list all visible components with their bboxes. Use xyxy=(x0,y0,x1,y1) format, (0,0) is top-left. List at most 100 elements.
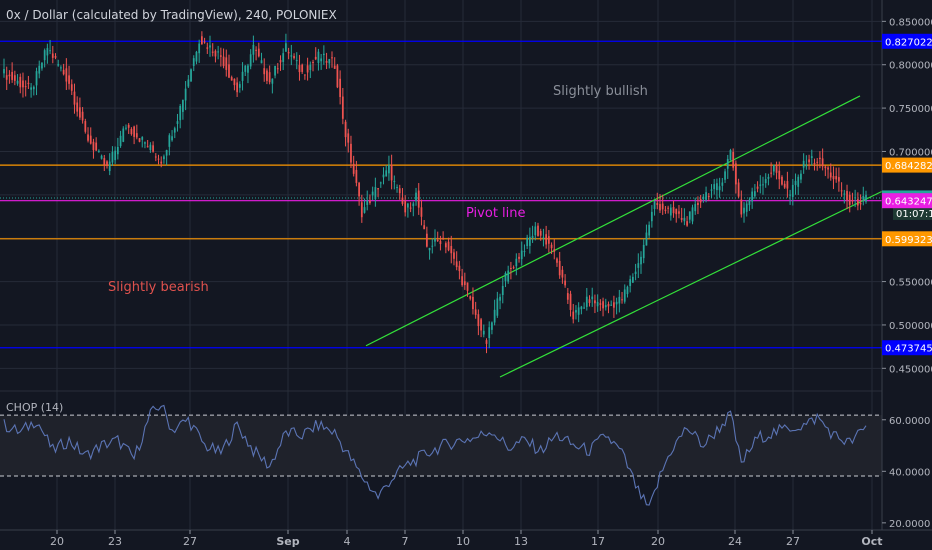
candle-body xyxy=(683,217,686,222)
y-tick-label: 0.45000000 xyxy=(889,364,932,375)
candle-body xyxy=(843,193,846,195)
candle-body xyxy=(257,48,260,57)
candle-body xyxy=(566,293,569,300)
candle-body xyxy=(650,211,653,222)
candle-body xyxy=(73,91,76,105)
candle-body xyxy=(423,225,426,230)
candle-body xyxy=(95,142,98,151)
candle-body xyxy=(173,128,176,133)
candle-body xyxy=(648,224,651,236)
candle-body xyxy=(594,300,596,304)
candle-body xyxy=(222,56,225,67)
x-tick-label: Oct xyxy=(861,535,882,548)
candle-body xyxy=(539,230,542,236)
candle-body xyxy=(54,56,57,58)
price-axis[interactable]: 0.85000000 0.80000000 0.75000000 0.70000000… xyxy=(882,17,932,375)
level-label: 0.64324742 xyxy=(885,197,932,208)
level-label: 0.59932369 xyxy=(885,235,932,246)
chop-axis[interactable]: 60.0000 40.0000 20.0000 xyxy=(882,416,930,530)
candle-body xyxy=(371,191,374,196)
candle-body xyxy=(436,239,439,241)
candle-body xyxy=(331,57,333,59)
candle-body xyxy=(450,246,453,254)
candle-body xyxy=(697,202,699,206)
x-tick-label: 20 xyxy=(651,535,665,548)
candle-body xyxy=(607,303,610,307)
candle-body xyxy=(482,330,485,335)
candle-body xyxy=(707,195,710,197)
candle-body xyxy=(745,203,748,212)
candle-body xyxy=(276,68,279,70)
candle-body xyxy=(309,64,312,71)
x-tick-label: 24 xyxy=(728,535,742,548)
candle-body xyxy=(829,172,832,178)
candle-body xyxy=(76,102,79,112)
candle-body xyxy=(542,237,545,239)
candle-body xyxy=(247,65,249,73)
candle-body xyxy=(97,150,100,152)
candle-body xyxy=(51,53,54,58)
y-tick-label: 0.80000000 xyxy=(889,61,932,72)
candle-body xyxy=(84,121,87,132)
candle-body xyxy=(659,204,661,211)
candle-body xyxy=(840,190,843,192)
candle-body xyxy=(225,57,228,70)
candle-body xyxy=(127,124,130,128)
candle-body xyxy=(274,65,276,76)
candle-body xyxy=(168,135,171,147)
candle-body xyxy=(190,69,192,82)
candle-body xyxy=(729,150,732,161)
candle-body xyxy=(485,340,488,344)
candle-body xyxy=(228,64,230,78)
candle-body xyxy=(469,296,472,299)
level-label: 0.82702226 xyxy=(885,37,932,48)
candle-body xyxy=(846,190,848,201)
candle-body xyxy=(138,138,141,142)
candle-body xyxy=(759,184,762,186)
candle-body xyxy=(187,79,190,87)
candle-body xyxy=(805,165,808,167)
candle-body xyxy=(295,60,298,62)
level-label-box xyxy=(882,231,932,247)
candle-body xyxy=(653,201,656,210)
candle-body xyxy=(480,319,482,331)
candle-body xyxy=(304,74,306,76)
candle-body xyxy=(748,199,751,206)
candle-body xyxy=(821,158,824,167)
candle-body xyxy=(583,307,585,309)
candle-body xyxy=(87,134,89,141)
candle-body xyxy=(279,60,282,63)
candle-body xyxy=(65,68,68,82)
candle-body xyxy=(62,69,65,75)
candle-body xyxy=(111,151,114,163)
y-tick-label: 0.85000000 xyxy=(889,17,932,28)
candle-body xyxy=(737,182,740,197)
candle-body xyxy=(618,296,621,304)
chop-indicator xyxy=(0,404,882,506)
y-tick-label: 0.50000000 xyxy=(889,321,932,332)
y-tick-label: 0.75000000 xyxy=(889,104,932,115)
candle-body xyxy=(89,135,92,144)
candle-body xyxy=(236,82,239,93)
time-axis[interactable]: 20 23 27 Sep 4 7 10 13 17 20 24 27 Oct xyxy=(50,530,883,548)
candle-body xyxy=(79,107,81,118)
annotation-pivot-line: Pivot line xyxy=(466,206,526,221)
candle-body xyxy=(461,276,463,286)
candle-body xyxy=(756,186,759,189)
candle-body xyxy=(157,158,160,160)
candle-body xyxy=(434,238,436,242)
candle-body xyxy=(233,78,236,86)
candle-body xyxy=(341,96,344,119)
candle-body xyxy=(564,280,566,286)
level-label-box xyxy=(882,33,932,49)
candle-body xyxy=(11,71,14,80)
candle-body xyxy=(179,105,182,121)
candle-body xyxy=(206,47,209,49)
candle-body xyxy=(764,179,767,184)
level-label-box xyxy=(882,193,932,209)
candle-body xyxy=(114,150,117,161)
candle-body xyxy=(751,191,754,202)
candle-body xyxy=(678,211,680,214)
candle-body xyxy=(455,261,458,268)
